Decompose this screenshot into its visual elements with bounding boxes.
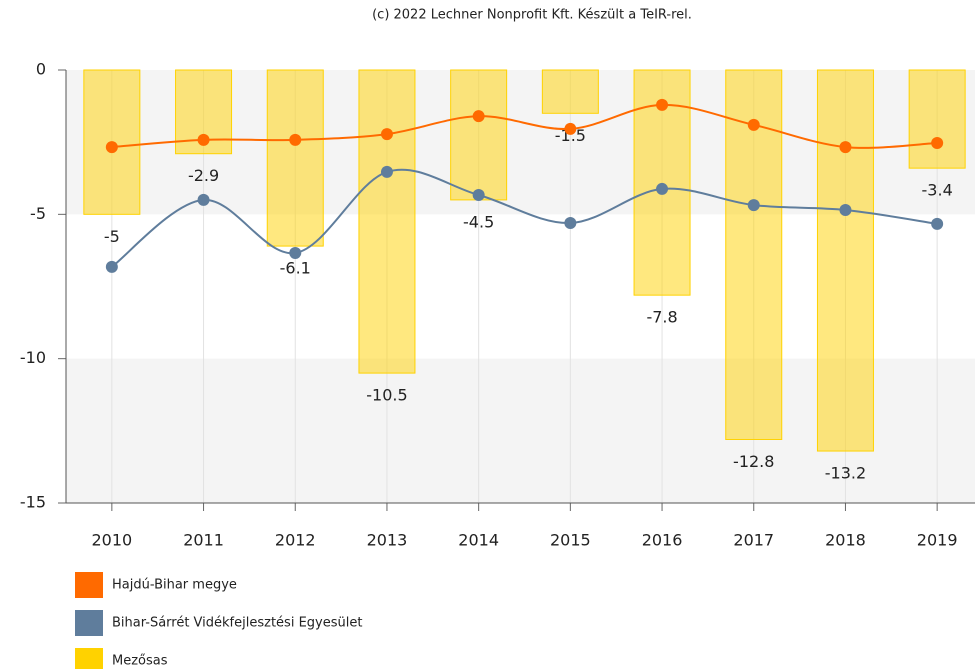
point <box>839 204 852 217</box>
y-tick-label: -5 <box>30 204 46 223</box>
legend-swatch <box>75 610 103 636</box>
x-tick-label: 2012 <box>275 531 316 550</box>
bar-value-label: -3.4 <box>922 181 953 200</box>
y-tick-label: -15 <box>20 493 46 512</box>
bar <box>908 69 966 169</box>
point <box>289 133 302 146</box>
point <box>105 260 118 273</box>
point <box>564 216 577 229</box>
line <box>111 103 938 149</box>
y-tick-label: -10 <box>20 348 46 367</box>
x-tick-label: 2013 <box>367 531 408 550</box>
x-tick-label: 2014 <box>458 531 499 550</box>
point <box>472 188 485 201</box>
legend-label: Hajdú-Bihar megye <box>112 578 237 593</box>
x-tick-label: 2016 <box>642 531 683 550</box>
point <box>289 247 302 260</box>
bar-value-label: -4.5 <box>463 212 494 231</box>
bar-value-label: -2.9 <box>188 166 219 185</box>
point <box>105 141 118 154</box>
bar-value-label: -13.2 <box>825 464 866 483</box>
bar <box>266 69 324 247</box>
point <box>197 133 210 146</box>
point <box>564 122 577 135</box>
point <box>747 118 760 131</box>
x-tick-label: 2018 <box>825 531 866 550</box>
legend-swatch <box>75 572 103 598</box>
point <box>839 141 852 154</box>
line <box>111 168 938 268</box>
bar-value-label: -6.1 <box>280 259 311 278</box>
bar <box>816 69 874 452</box>
point <box>656 182 669 195</box>
y-tick-label: 0 <box>36 60 46 79</box>
point <box>931 217 944 230</box>
bar <box>725 69 783 440</box>
credits: (c) 2022 Lechner Nonprofit Kft. Készült … <box>372 8 692 23</box>
bar-value-label: -12.8 <box>733 452 774 471</box>
point <box>197 193 210 206</box>
legend-swatch <box>75 648 103 669</box>
bar-value-label: -7.8 <box>646 308 677 327</box>
legend-label: Bihar-Sárrét Vidékfejlesztési Egyesület <box>112 616 362 631</box>
point <box>747 199 760 212</box>
x-tick-label: 2011 <box>183 531 224 550</box>
x-tick-label: 2017 <box>733 531 774 550</box>
bar-value-label: -5 <box>104 227 120 246</box>
legend-label: Mezősas <box>112 654 168 669</box>
bar <box>541 69 599 114</box>
bar <box>358 69 416 374</box>
bar-value-label: -10.5 <box>366 386 407 405</box>
point <box>931 137 944 150</box>
x-tick-label: 2010 <box>91 531 132 550</box>
bar-value-label: -1.5 <box>555 126 586 145</box>
bar <box>450 69 508 201</box>
x-tick-label: 2019 <box>917 531 958 550</box>
point <box>656 98 669 111</box>
point <box>380 128 393 141</box>
point <box>380 165 393 178</box>
point <box>472 110 485 123</box>
x-tick-label: 2015 <box>550 531 591 550</box>
